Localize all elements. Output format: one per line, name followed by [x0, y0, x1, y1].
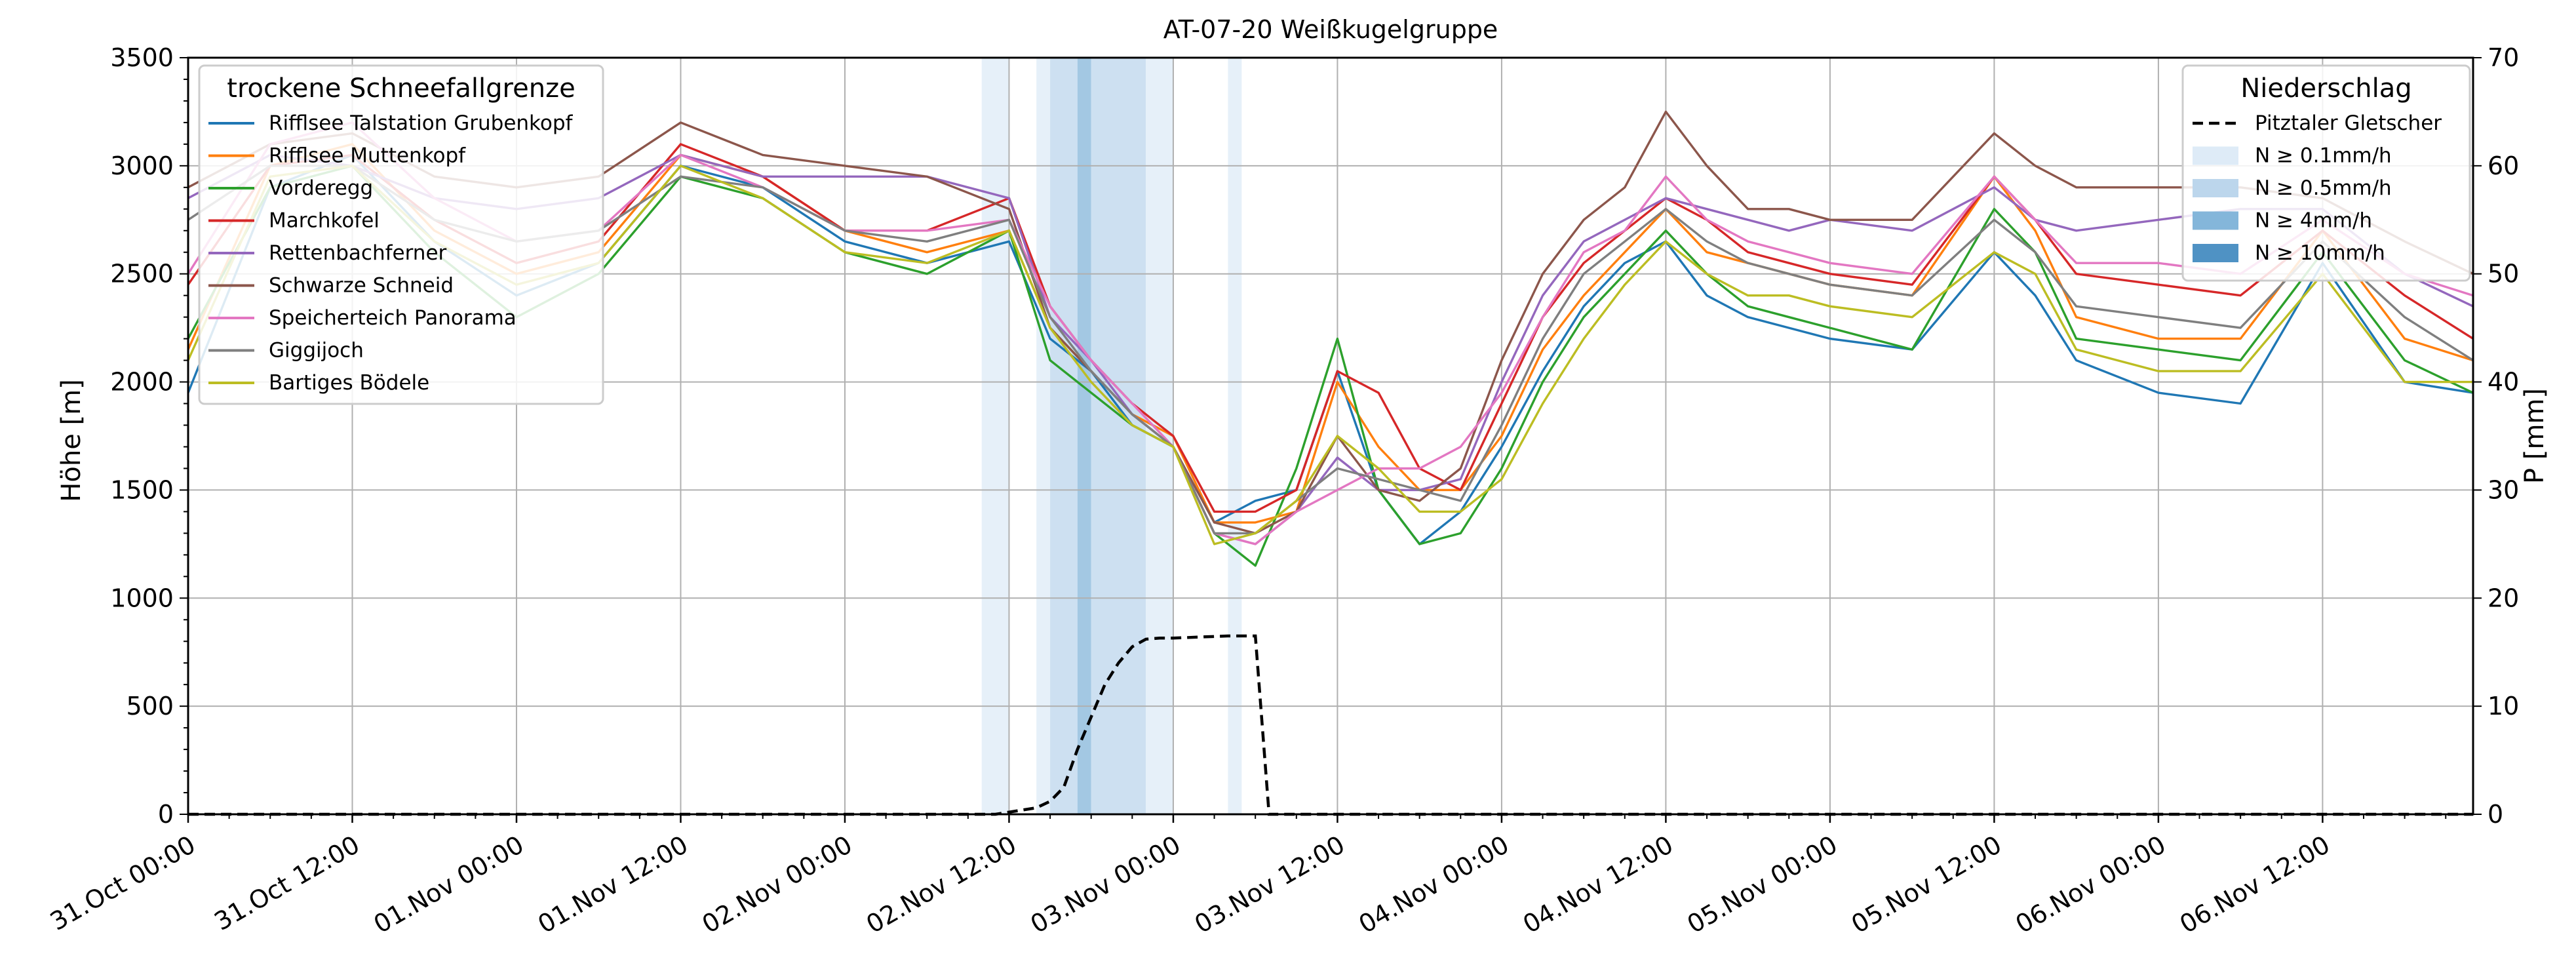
legend-right-swatch — [2193, 146, 2238, 165]
series-line — [187, 121, 2474, 545]
y2-tick-label: 50 — [2488, 260, 2519, 288]
y2-tick-label: 20 — [2488, 583, 2519, 612]
precip-band — [1228, 58, 1242, 814]
y-tick-label: 1500 — [110, 475, 174, 504]
chart-title: AT-07-20 Weißkugelgruppe — [1163, 15, 1498, 44]
legend-left-label: Rettenbachferner — [269, 241, 447, 265]
legend-left-label: Vorderegg — [269, 176, 373, 200]
precip-band — [1077, 58, 1091, 814]
y-tick-label: 2000 — [110, 368, 174, 397]
legend-left-box — [198, 64, 604, 405]
legend-right-box — [2181, 64, 2471, 282]
y2-axis-label: P [mm] — [2520, 388, 2550, 484]
legend-left-label: Speicherteich Panorama — [269, 306, 517, 330]
series-line — [187, 110, 2474, 535]
legend-left-title: trockene Schneefallgrenze — [227, 73, 575, 104]
y-axis-label: Höhe [m] — [56, 379, 87, 502]
legend-right-label: Pitztaler Gletscher — [2255, 111, 2442, 135]
y-tick-label: 0 — [158, 800, 174, 829]
y2-tick-label: 40 — [2488, 368, 2519, 397]
precip-band — [1091, 58, 1146, 814]
legend-right-label: N ≥ 0.1mm/h — [2255, 144, 2392, 168]
y2-tick-label: 30 — [2488, 475, 2519, 504]
legend-right-title: Niederschlag — [2240, 73, 2411, 104]
y-axis-left: 0 500 1000 1500 2000 2500 3000 3500 — [110, 43, 188, 829]
series-lines — [187, 110, 2474, 567]
precip-band — [1036, 58, 1051, 814]
legend-right: Niederschlag Pitztaler Gletscher N ≥ 0.1m… — [2181, 64, 2471, 282]
series-line — [187, 165, 2473, 545]
y-tick-label: 500 — [126, 692, 174, 721]
legend-right-label: N ≥ 0.5mm/h — [2255, 176, 2392, 200]
legend-left-label: Giggijoch — [269, 339, 364, 363]
legend-right-swatch — [2193, 211, 2238, 230]
precipitation-bands — [981, 58, 1242, 814]
y-axis-right: 0 10 20 30 40 50 60 70 — [2473, 43, 2519, 829]
plot-frame — [187, 56, 2474, 816]
legend-right-swatch — [2193, 179, 2238, 197]
precip-band — [1050, 58, 1078, 814]
y-tick-label: 3000 — [110, 151, 174, 180]
legend-left-label: Bartiges Bödele — [269, 371, 429, 395]
legend-right-swatch — [2193, 244, 2238, 262]
y-tick-label: 3500 — [110, 43, 174, 72]
legend-left-label: Rifflsee Muttenkopf — [269, 144, 466, 168]
y2-tick-label: 60 — [2488, 151, 2519, 180]
legend-left-label: Rifflsee Talstation Grubenkopf — [269, 111, 574, 135]
legend-left: trockene Schneefallgrenze Rifflsee Talst… — [198, 64, 604, 405]
legend-right-label: N ≥ 4mm/h — [2255, 209, 2372, 233]
series-line — [187, 165, 2474, 567]
legend-left-entries: Rifflsee Talstation Grubenkopf Rifflsee M… — [208, 111, 574, 395]
y-tick-label: 1000 — [110, 583, 174, 612]
y2-tick-label: 10 — [2488, 692, 2519, 721]
precip-band — [981, 58, 1009, 814]
y2-tick-label: 70 — [2488, 43, 2519, 72]
y2-tick-label: 0 — [2488, 800, 2503, 829]
legend-right-entries: Pitztaler Gletscher N ≥ 0.1mm/h N ≥ 0.5mm/… — [2193, 111, 2442, 265]
legend-right-label: N ≥ 10mm/h — [2255, 241, 2385, 265]
legend-left-label: Marchkofel — [269, 209, 380, 233]
legend-left-label: Schwarze Schneid — [269, 274, 454, 298]
y-tick-label: 2500 — [110, 260, 174, 288]
